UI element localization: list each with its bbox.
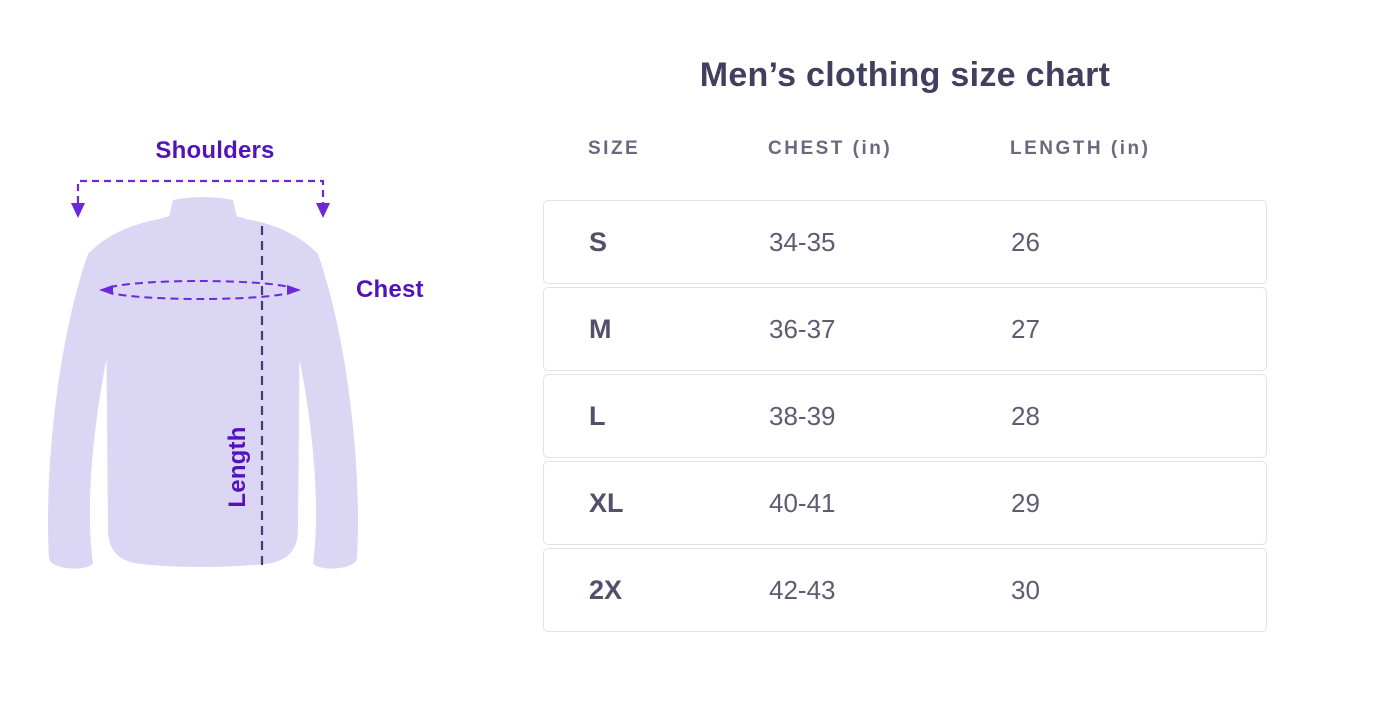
shoulders-measure-arrow xyxy=(76,179,325,203)
shirt-torso xyxy=(106,213,300,567)
shirt-left-sleeve xyxy=(48,219,161,569)
header-length: LENGTH (in) xyxy=(1010,138,1151,159)
cell-size: S xyxy=(589,226,608,257)
cell-chest: 36-37 xyxy=(769,313,836,344)
cell-length: 26 xyxy=(1011,226,1040,257)
shirt-right-sleeve xyxy=(246,219,358,569)
cell-size: M xyxy=(589,313,612,344)
length-label: Length xyxy=(224,426,251,508)
chest-label: Chest xyxy=(356,276,424,303)
table-row: L 38-39 28 xyxy=(543,374,1267,458)
cell-size: XL xyxy=(589,487,624,518)
cell-chest: 40-41 xyxy=(769,487,836,518)
table-row: S 34-35 26 xyxy=(543,200,1267,284)
header-chest: CHEST (in) xyxy=(768,138,893,159)
chest-measure-ellipse xyxy=(99,280,301,300)
shoulders-label: Shoulders xyxy=(155,137,275,164)
shirt-illustration xyxy=(48,179,358,569)
cell-chest: 38-39 xyxy=(769,400,836,431)
table-row: 2X 42-43 30 xyxy=(543,548,1267,632)
size-table: S 34-35 26 M 36-37 27 L 38-39 28 XL 40-4… xyxy=(543,200,1267,632)
cell-length: 30 xyxy=(1011,574,1040,605)
cell-size: L xyxy=(589,400,606,431)
table-row: M 36-37 27 xyxy=(543,287,1267,371)
shoulders-arrowheads xyxy=(71,203,330,218)
cell-chest: 34-35 xyxy=(769,226,836,257)
cell-chest: 42-43 xyxy=(769,574,836,605)
cell-length: 27 xyxy=(1011,313,1040,344)
table-row: XL 40-41 29 xyxy=(543,461,1267,545)
cell-length: 29 xyxy=(1011,487,1040,518)
cell-length: 28 xyxy=(1011,400,1040,431)
cell-size: 2X xyxy=(589,574,623,605)
page-title: Men’s clothing size chart xyxy=(699,56,1111,94)
header-size: SIZE xyxy=(588,138,641,159)
size-table-header: SIZE CHEST (in) LENGTH (in) xyxy=(543,136,1267,162)
